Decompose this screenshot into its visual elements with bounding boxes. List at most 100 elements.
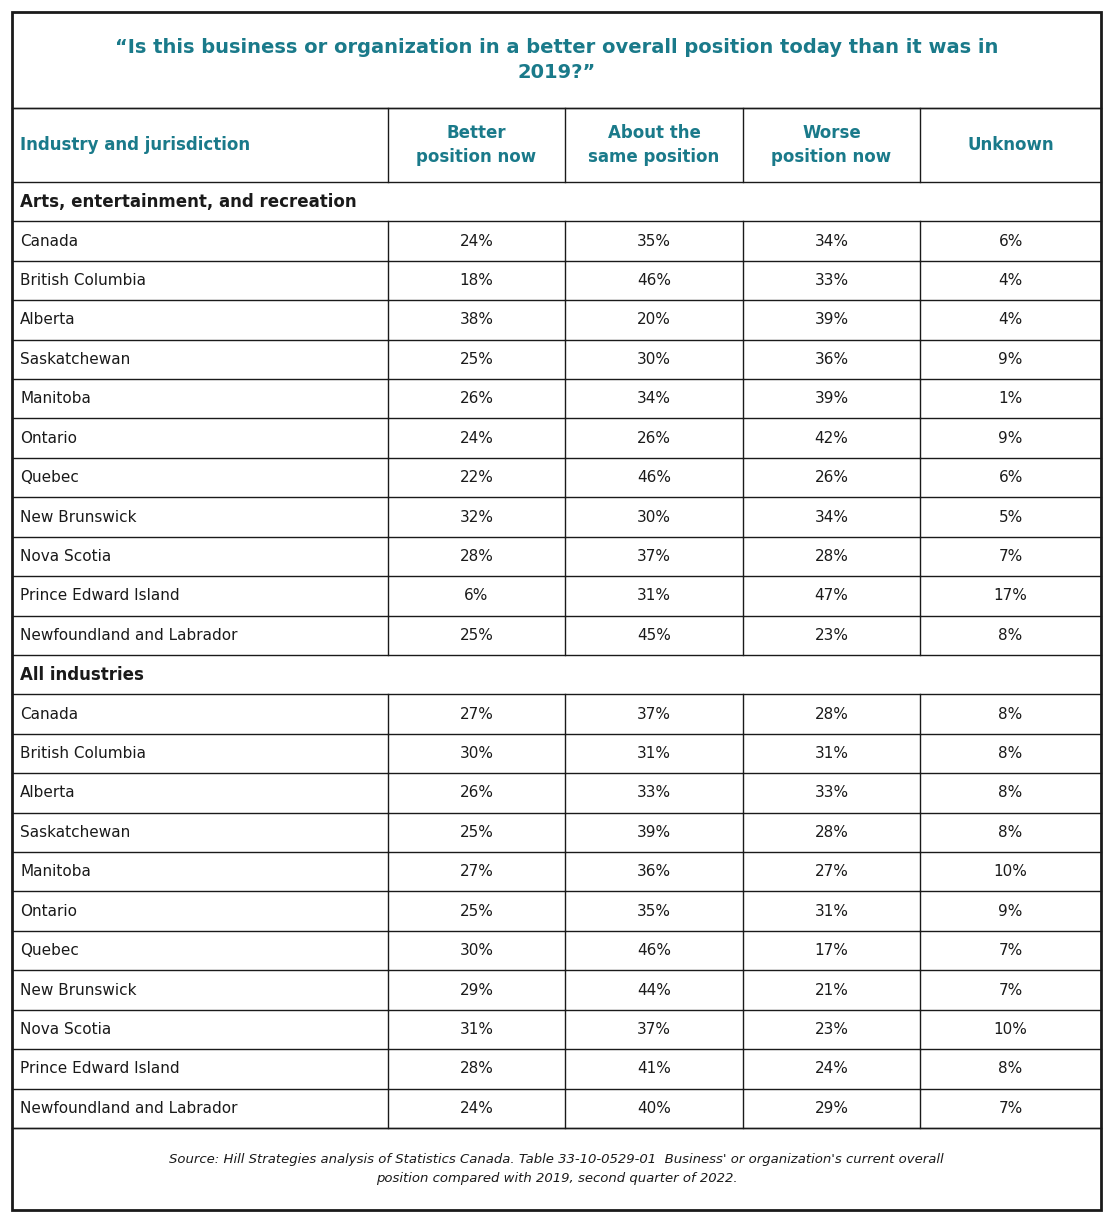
Text: 31%: 31% [460,1022,493,1037]
Text: Newfoundland and Labrador: Newfoundland and Labrador [20,628,237,643]
Text: 25%: 25% [460,825,493,840]
Text: 27%: 27% [460,706,493,722]
Text: 26%: 26% [460,786,493,800]
Text: “Is this business or organization in a better overall position today than it was: “Is this business or organization in a b… [115,38,998,82]
Text: 17%: 17% [994,588,1027,604]
Text: Newfoundland and Labrador: Newfoundland and Labrador [20,1101,237,1116]
Text: Saskatchewan: Saskatchewan [20,825,130,840]
Text: 31%: 31% [815,904,848,919]
Text: About the
same position: About the same position [589,125,720,166]
Text: 34%: 34% [815,233,848,248]
Text: 8%: 8% [998,1062,1023,1077]
Text: 28%: 28% [815,706,848,722]
Text: 18%: 18% [460,273,493,288]
Text: 25%: 25% [460,352,493,367]
Text: 27%: 27% [460,864,493,880]
Text: 45%: 45% [637,628,671,643]
Text: 5%: 5% [998,510,1023,524]
Text: 28%: 28% [815,825,848,840]
Text: 46%: 46% [637,470,671,485]
Text: 30%: 30% [637,352,671,367]
Text: 35%: 35% [637,233,671,248]
Bar [12,12,1101,108]
Text: 30%: 30% [460,747,493,761]
Bar [12,458,1101,497]
Text: 37%: 37% [637,706,671,722]
Bar [12,1009,1101,1050]
Text: Manitoba: Manitoba [20,864,91,880]
Text: 41%: 41% [637,1062,671,1077]
Text: 40%: 40% [637,1101,671,1116]
Bar [12,536,1101,576]
Text: 22%: 22% [460,470,493,485]
Text: 46%: 46% [637,943,671,958]
Bar [12,1128,1101,1210]
Text: New Brunswick: New Brunswick [20,510,137,524]
Text: 9%: 9% [998,352,1023,367]
Text: 33%: 33% [815,273,848,288]
Text: 28%: 28% [460,1062,493,1077]
Text: 28%: 28% [815,549,848,565]
Text: Ontario: Ontario [20,430,77,446]
Bar [12,694,1101,734]
Text: 30%: 30% [637,510,671,524]
Text: 35%: 35% [637,904,671,919]
Text: 17%: 17% [815,943,848,958]
Text: Ontario: Ontario [20,904,77,919]
Text: 31%: 31% [815,747,848,761]
Text: 25%: 25% [460,628,493,643]
Text: 9%: 9% [998,430,1023,446]
Text: Worse
position now: Worse position now [771,125,892,166]
Text: 29%: 29% [460,982,493,997]
Text: British Columbia: British Columbia [20,747,146,761]
Bar [12,340,1101,379]
Text: 37%: 37% [637,549,671,565]
Text: 44%: 44% [637,982,671,997]
Bar [12,734,1101,774]
Text: 9%: 9% [998,904,1023,919]
Text: 33%: 33% [637,786,671,800]
Text: Prince Edward Island: Prince Edward Island [20,588,179,604]
Text: 24%: 24% [460,233,493,248]
Text: 1%: 1% [998,391,1023,406]
Text: British Columbia: British Columbia [20,273,146,288]
Bar [12,931,1101,970]
Text: 30%: 30% [460,943,493,958]
Text: 29%: 29% [815,1101,848,1116]
Text: 7%: 7% [998,549,1023,565]
Text: 4%: 4% [998,313,1023,327]
Bar [12,221,1101,260]
Text: Saskatchewan: Saskatchewan [20,352,130,367]
Text: 7%: 7% [998,1101,1023,1116]
Text: 34%: 34% [637,391,671,406]
Text: 6%: 6% [464,588,489,604]
Text: Industry and jurisdiction: Industry and jurisdiction [20,136,250,154]
Bar [12,418,1101,458]
Text: Nova Scotia: Nova Scotia [20,549,111,565]
Text: 34%: 34% [815,510,848,524]
Text: 36%: 36% [815,352,848,367]
Text: 33%: 33% [815,786,848,800]
Text: 39%: 39% [815,313,848,327]
Text: 38%: 38% [460,313,493,327]
Text: 26%: 26% [815,470,848,485]
Text: Manitoba: Manitoba [20,391,91,406]
Text: 7%: 7% [998,982,1023,997]
Text: Canada: Canada [20,233,78,248]
Bar [12,970,1101,1009]
Bar [12,1089,1101,1128]
Bar [12,108,1101,182]
Text: 46%: 46% [637,273,671,288]
Text: Prince Edward Island: Prince Edward Island [20,1062,179,1077]
Text: 23%: 23% [815,1022,848,1037]
Text: 39%: 39% [637,825,671,840]
Text: 26%: 26% [460,391,493,406]
Text: Quebec: Quebec [20,943,79,958]
Bar [12,182,1101,221]
Bar [12,576,1101,616]
Bar [12,616,1101,655]
Bar [12,1050,1101,1089]
Text: 20%: 20% [637,313,671,327]
Text: 39%: 39% [815,391,848,406]
Text: Canada: Canada [20,706,78,722]
